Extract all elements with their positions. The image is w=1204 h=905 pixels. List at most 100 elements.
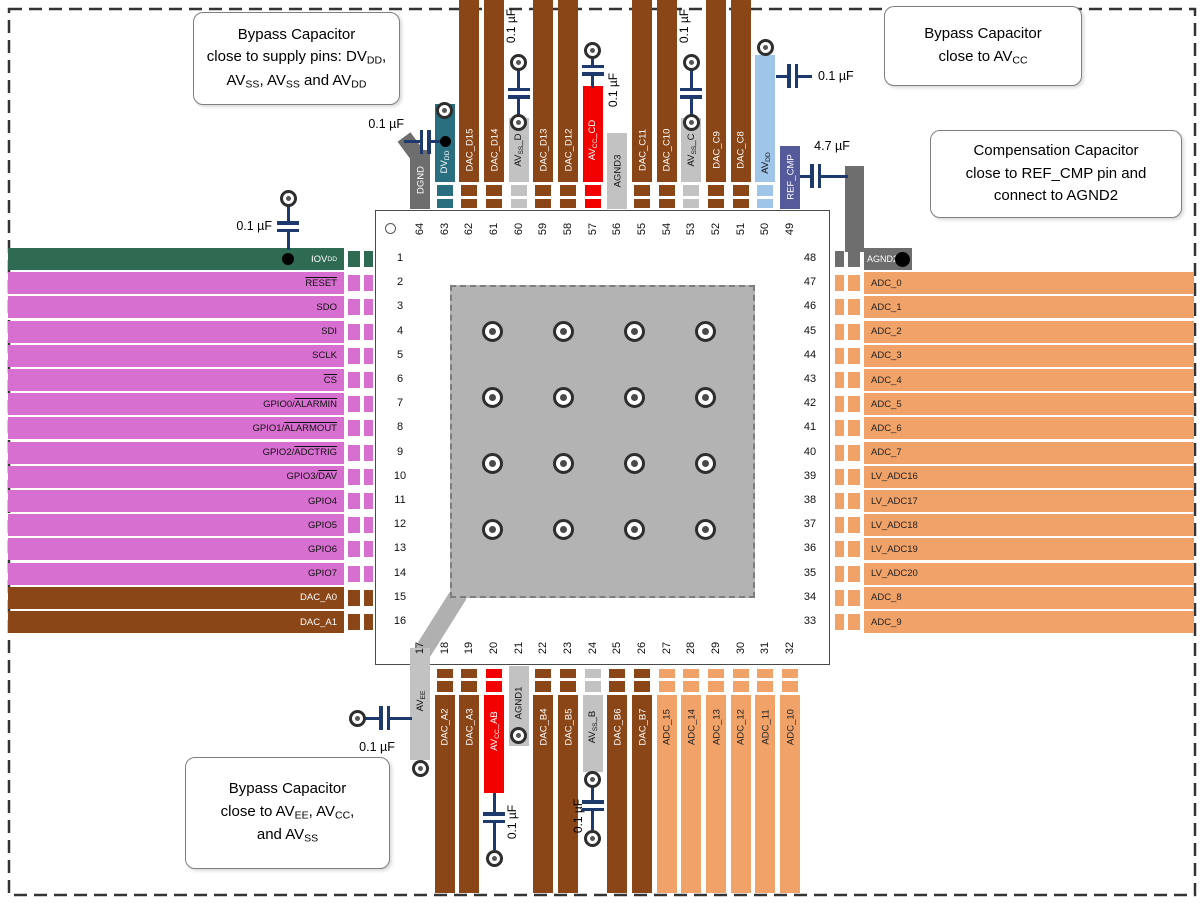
label-seg: close to supply pins: DV: [206, 48, 367, 66]
label-seg: ADC_1: [871, 301, 902, 313]
pin-pad: [634, 199, 650, 208]
trace-sdo: SDO: [8, 296, 344, 319]
capacitor-plate: [810, 164, 814, 188]
label-seg: Compensation Capacitor: [973, 141, 1139, 159]
label-seg: ADC_8: [871, 592, 902, 604]
pin-pad: [436, 669, 453, 678]
trace-gpio4: GPIO4: [8, 490, 344, 512]
note-line: Bypass Capacitor: [186, 778, 389, 801]
pin-pad: [835, 420, 844, 437]
label-seg: SDI: [321, 326, 337, 338]
label-seg: ADC_5: [871, 398, 902, 410]
pin-pad: [560, 185, 576, 196]
pin-pad: [609, 669, 626, 678]
trace-label-dac_d14: DAC_D14: [489, 129, 500, 172]
pin-pad: [560, 199, 576, 208]
pin-pad: [848, 493, 860, 509]
pin-pad: [461, 669, 478, 678]
pin-number-14: 14: [393, 566, 407, 579]
thermal-via: [694, 386, 716, 408]
pin-number-24: 24: [586, 641, 599, 655]
pin-pad: [732, 681, 749, 692]
trace-label-avcc_cd: AVCC_CD: [587, 120, 599, 161]
pin-number-13: 13: [393, 542, 407, 555]
label-seg: AV: [587, 148, 599, 161]
label-seg: RESET: [305, 277, 337, 289]
pin-pad: [560, 669, 576, 678]
pin-pad: [848, 420, 860, 437]
note-line: close to AVEE, AVCC,: [186, 801, 389, 825]
label-seg: CC: [591, 138, 599, 149]
label-seg: ADC_7: [871, 447, 902, 459]
pin-pad: [848, 517, 860, 534]
label-seg: SS: [245, 78, 260, 91]
pin-pad: [634, 669, 650, 678]
label-seg: EE: [294, 809, 309, 822]
pin-pad: [658, 681, 675, 692]
pin-pad: [835, 541, 844, 558]
pin-pad: [835, 589, 844, 606]
trace-gpio7: GPIO7: [8, 562, 344, 585]
trace-label-dac_a3: DAC_A3: [464, 709, 475, 746]
pin-number-41: 41: [803, 421, 817, 434]
trace-label-avcc_ab: AVCC_AB: [489, 711, 501, 751]
pin-number-37: 37: [803, 518, 817, 531]
label-seg: EE: [419, 690, 427, 700]
trace-adc_1: ADC_1: [864, 296, 1194, 319]
pin-pad: [364, 517, 373, 534]
trace-label-dac_a2: DAC_A2: [440, 709, 451, 746]
junction-via: [894, 251, 910, 267]
pin-number-48: 48: [803, 252, 817, 264]
pin-number-47: 47: [803, 276, 817, 289]
pin-pad: [584, 669, 601, 678]
pin-pad: [348, 589, 360, 606]
label-seg: ,: [350, 802, 355, 820]
pin-number-45: 45: [803, 324, 817, 337]
pin-number-7: 7: [396, 397, 404, 410]
thermal-via: [623, 386, 645, 408]
thermal-via: [694, 452, 716, 474]
pin-pad: [461, 681, 478, 692]
label-seg: SDO: [316, 301, 337, 313]
label-seg: IOV: [311, 253, 328, 265]
cap-value-avss_b: 0.1 µF: [571, 798, 585, 834]
pin-pad: [835, 396, 844, 413]
pin-pad: [348, 275, 360, 292]
pin-pad: [634, 681, 650, 692]
pin-pad: [348, 468, 360, 485]
capacitor-plate: [277, 221, 299, 225]
pin-number-52: 52: [710, 222, 722, 236]
label-seg: _B: [587, 710, 599, 723]
label-seg: DAC_C9: [711, 131, 722, 169]
trace-label-avss_d: AVSS_D: [513, 134, 525, 167]
pin-number-61: 61: [488, 222, 500, 236]
pin-pad: [436, 185, 453, 196]
label-seg: DGND: [415, 166, 426, 194]
pin-number-26: 26: [636, 641, 648, 655]
pin-number-16: 16: [393, 615, 407, 627]
pin-pad: [535, 185, 552, 196]
pin-pad: [848, 299, 860, 316]
thermal-via: [623, 452, 645, 474]
capacitor-plate: [787, 64, 791, 88]
pin-pad: [835, 251, 844, 267]
label-seg: AGND3: [612, 154, 624, 188]
pin-number-8: 8: [396, 421, 404, 434]
label-seg: SS: [285, 78, 300, 91]
trace-label-dac_d13: DAC_D13: [538, 129, 549, 172]
pin-number-55: 55: [636, 222, 648, 236]
pin-pad: [658, 185, 675, 196]
cap-value-avss_d: 0.1 µF: [504, 8, 518, 44]
via: [584, 41, 602, 59]
label-seg: GPIO3/: [286, 471, 319, 483]
pin-pad: [848, 468, 860, 485]
pin-number-3: 3: [396, 300, 404, 313]
pin-pad: [835, 517, 844, 534]
pin-pad: [683, 185, 700, 196]
label-seg: DAC_A3: [464, 708, 476, 746]
pin-pad: [732, 199, 749, 208]
pin-number-39: 39: [803, 469, 817, 482]
pin-pad: [848, 251, 860, 267]
note-bypass-supply: Bypass Capacitor close to supply pins: DV…: [193, 12, 400, 105]
